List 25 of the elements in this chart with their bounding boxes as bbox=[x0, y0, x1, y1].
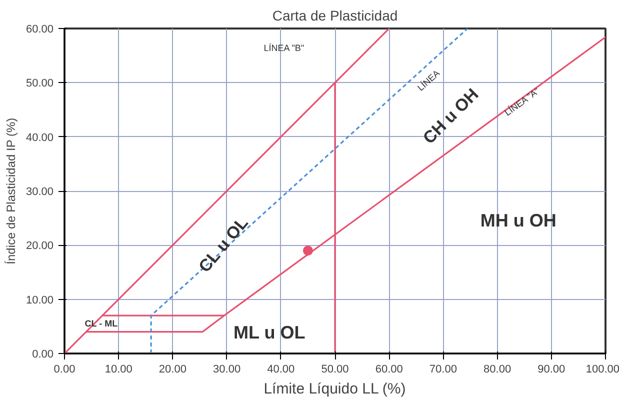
x-tick-label: 10.00 bbox=[104, 364, 132, 376]
x-tick-label: 70.00 bbox=[429, 364, 457, 376]
x-tick-label: 50.00 bbox=[321, 364, 349, 376]
annotation: ML u OL bbox=[234, 322, 306, 342]
y-tick-label: 60.00 bbox=[26, 24, 54, 36]
chart-title: Carta de Plasticidad bbox=[272, 8, 398, 24]
x-tick-label: 100.00 bbox=[586, 364, 619, 376]
x-tick-label: 60.00 bbox=[375, 364, 403, 376]
x-tick-label: 90.00 bbox=[538, 364, 566, 376]
x-tick-label: 40.00 bbox=[267, 364, 295, 376]
y-tick-label: 0.00 bbox=[32, 348, 54, 360]
annotation: CL u OL bbox=[195, 213, 252, 276]
y-axis-title: Índice de Plasticidad IP (%) bbox=[4, 118, 18, 264]
x-tick-label: 80.00 bbox=[484, 364, 512, 376]
annotation: MH u OH bbox=[480, 210, 556, 230]
x-tick-label: 30.00 bbox=[213, 364, 241, 376]
y-tick-label: 30.00 bbox=[26, 186, 54, 198]
x-axis-title: Límite Líquido LL (%) bbox=[264, 380, 406, 398]
y-tick-label: 40.00 bbox=[26, 132, 54, 144]
x-tick-label: 0.00 bbox=[54, 364, 76, 376]
y-tick-label: 50.00 bbox=[26, 78, 54, 90]
y-tick-label: 10.00 bbox=[26, 294, 54, 306]
x-tick-label: 20.00 bbox=[158, 364, 186, 376]
y-tick-label: 20.00 bbox=[26, 240, 54, 252]
annotation: LÍNEA "B" bbox=[264, 43, 304, 53]
